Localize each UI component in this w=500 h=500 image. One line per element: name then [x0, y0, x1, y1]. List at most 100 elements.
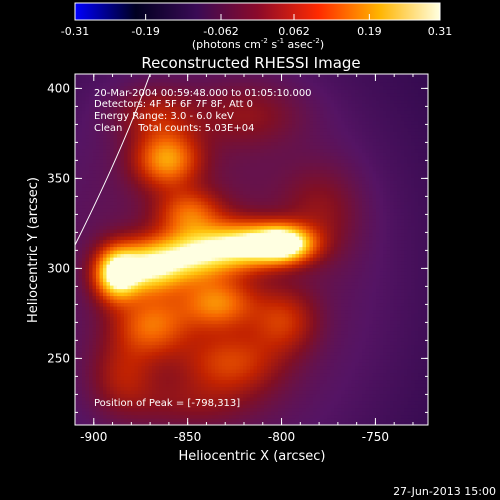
heatmap-cell: [159, 222, 164, 227]
heatmap-cell: [162, 239, 167, 244]
heatmap-cell: [99, 341, 104, 346]
heatmap-cell: [201, 134, 206, 139]
heatmap-cell: [78, 334, 83, 339]
heatmap-cell: [85, 229, 90, 234]
heatmap-cell: [145, 138, 150, 143]
heatmap-cell: [243, 404, 248, 409]
heatmap-cell: [197, 159, 202, 164]
heatmap-cell: [89, 414, 94, 419]
heatmap-cell: [82, 162, 87, 167]
heatmap-cell: [211, 190, 216, 195]
heatmap-cell: [243, 222, 248, 227]
heatmap-cell: [173, 236, 178, 241]
heatmap-cell: [197, 201, 202, 206]
heatmap-cell: [243, 127, 248, 132]
heatmap-cell: [162, 82, 167, 87]
heatmap-cell: [173, 110, 178, 115]
heatmap-cell: [173, 75, 178, 80]
heatmap-cell: [243, 208, 248, 213]
heatmap-cell: [113, 211, 118, 216]
heatmap-cell: [194, 390, 199, 395]
heatmap-cell: [218, 239, 223, 244]
heatmap-cell: [169, 103, 174, 108]
heatmap-cell: [141, 383, 146, 388]
heatmap-cell: [92, 222, 97, 227]
heatmap-cell: [236, 211, 241, 216]
heatmap-cell: [117, 323, 122, 328]
heatmap-cell: [117, 383, 122, 388]
heatmap-cell: [89, 110, 94, 115]
heatmap-cell: [215, 225, 220, 230]
heatmap-cell: [96, 337, 101, 342]
heatmap-cell: [194, 267, 199, 272]
heatmap-cell: [85, 166, 90, 171]
heatmap-cell: [124, 145, 129, 150]
heatmap-cell: [134, 176, 139, 181]
heatmap-cell: [134, 201, 139, 206]
heatmap-cell: [180, 299, 185, 304]
heatmap-cell: [229, 274, 234, 279]
heatmap-cell: [229, 166, 234, 171]
heatmap-cell: [190, 208, 195, 213]
heatmap-cell: [75, 208, 80, 213]
heatmap-cell: [106, 74, 111, 76]
heatmap-cell: [218, 306, 223, 311]
heatmap-cell: [106, 376, 111, 381]
heatmap-cell: [225, 257, 230, 262]
heatmap-cell: [162, 383, 167, 388]
heatmap-cell: [183, 320, 188, 325]
heatmap-cell: [113, 225, 118, 230]
heatmap-cell: [96, 131, 101, 136]
heatmap-cell: [225, 306, 230, 311]
heatmap-cell: [173, 379, 178, 384]
heatmap-cell: [92, 239, 97, 244]
heatmap-cell: [208, 106, 213, 111]
heatmap-cell: [201, 222, 206, 227]
heatmap-cell: [152, 131, 157, 136]
heatmap-cell: [131, 400, 136, 405]
heatmap-cell: [106, 85, 111, 90]
heatmap-cell: [99, 145, 104, 150]
heatmap-cell: [134, 218, 139, 223]
heatmap-cell: [229, 173, 234, 178]
heatmap-cell: [208, 75, 213, 80]
heatmap-cell: [85, 162, 90, 167]
heatmap-cell: [78, 246, 83, 251]
heatmap-cell: [215, 110, 220, 115]
heatmap-cell: [155, 292, 160, 297]
heatmap-cell: [201, 341, 206, 346]
heatmap-cell: [208, 127, 213, 132]
heatmap-cell: [169, 383, 174, 388]
heatmap-cell: [89, 141, 94, 146]
heatmap-cell: [225, 250, 230, 255]
heatmap-cell: [117, 313, 122, 318]
heatmap-cell: [162, 99, 167, 104]
heatmap-cell: [141, 400, 146, 405]
heatmap-cell: [162, 197, 167, 202]
heatmap-cell: [166, 78, 171, 83]
heatmap-cell: [99, 397, 104, 402]
heatmap-cell: [75, 246, 80, 251]
heatmap-cell: [176, 239, 181, 244]
heatmap-cell: [113, 155, 118, 160]
heatmap-cell: [218, 379, 223, 384]
heatmap-cell: [225, 295, 230, 300]
heatmap-cell: [183, 358, 188, 363]
heatmap-cell: [120, 232, 125, 237]
heatmap-cell: [92, 302, 97, 307]
heatmap-cell: [89, 421, 94, 425]
heatmap-cell: [218, 127, 223, 132]
heatmap-cell: [246, 418, 251, 423]
heatmap-cell: [215, 173, 220, 178]
heatmap-cell: [145, 271, 150, 276]
heatmap-cell: [89, 383, 94, 388]
heatmap-cell: [106, 292, 111, 297]
heatmap-cell: [236, 85, 241, 90]
colorbar-tick-label: -0.31: [61, 25, 89, 38]
heatmap-cell: [232, 82, 237, 87]
heatmap-cell: [75, 369, 80, 374]
heatmap-cell: [159, 407, 164, 412]
heatmap-cell: [110, 337, 115, 342]
heatmap-cell: [148, 236, 153, 241]
heatmap-cell: [152, 257, 157, 262]
